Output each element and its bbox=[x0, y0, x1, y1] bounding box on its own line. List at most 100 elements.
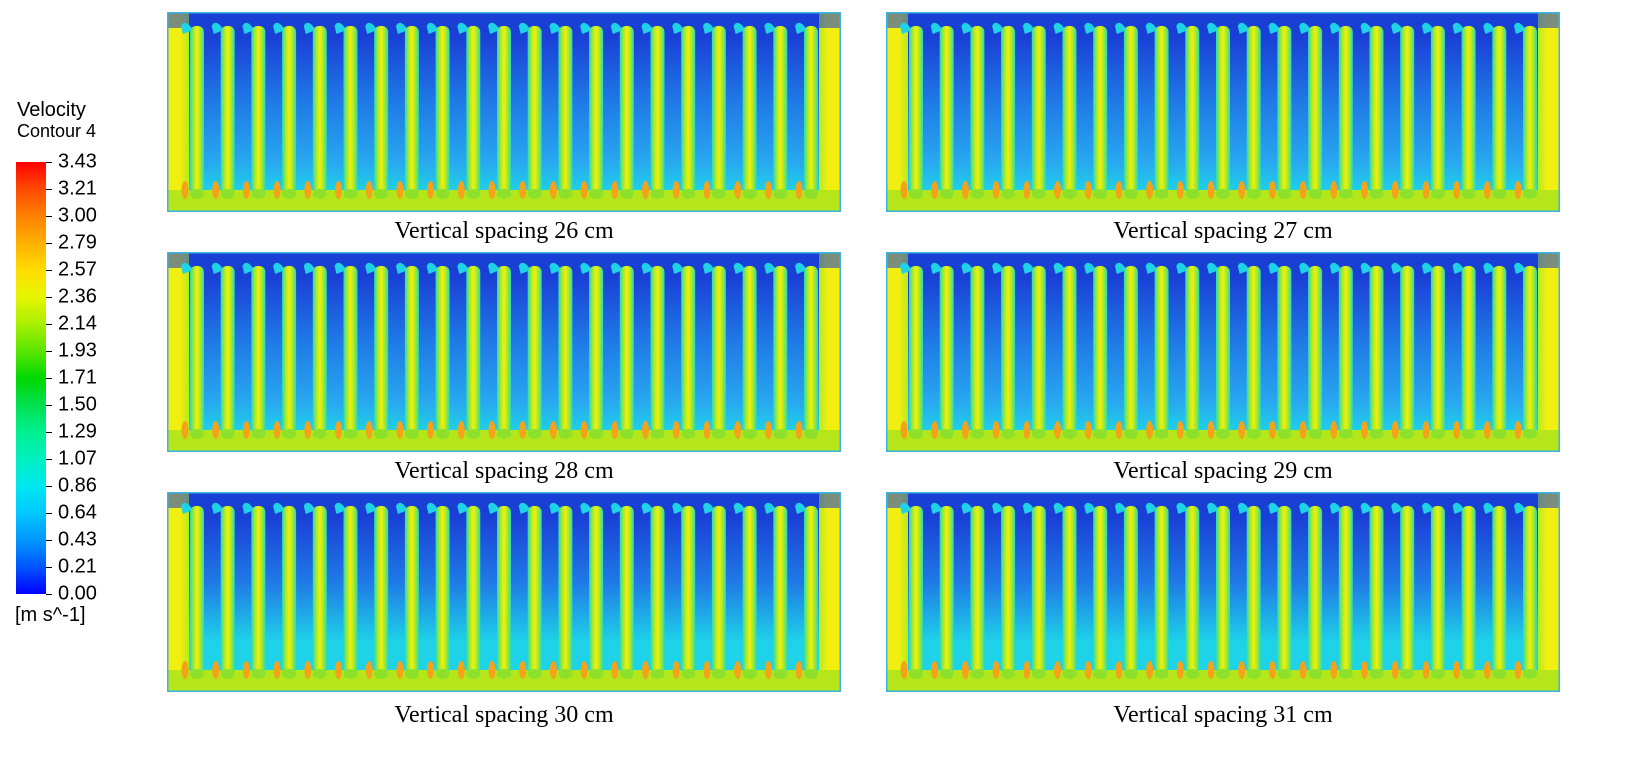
fin-jet bbox=[1338, 506, 1353, 674]
fin bbox=[1176, 262, 1200, 439]
hot-spot bbox=[1422, 661, 1430, 679]
fin-jet bbox=[1277, 506, 1292, 674]
hot-spot bbox=[1176, 181, 1184, 199]
colorbar-tick bbox=[46, 459, 52, 460]
hot-spot bbox=[703, 181, 711, 199]
fin-jet bbox=[282, 26, 297, 194]
hot-spot bbox=[1330, 421, 1338, 439]
fin-base bbox=[650, 429, 665, 439]
hot-spot bbox=[611, 661, 619, 679]
fin-jet bbox=[343, 266, 358, 434]
left-wall-jet bbox=[886, 492, 908, 672]
fin-base bbox=[681, 429, 696, 439]
hot-spot bbox=[1023, 421, 1031, 439]
fin-base bbox=[497, 429, 511, 439]
hot-spot bbox=[764, 181, 772, 199]
fin-jet bbox=[190, 506, 204, 674]
fin-base bbox=[939, 189, 954, 199]
right-wall-jet bbox=[819, 12, 841, 192]
fin-jet bbox=[1523, 506, 1537, 674]
fin bbox=[1114, 502, 1138, 679]
hot-spot bbox=[212, 421, 220, 439]
fin bbox=[930, 22, 954, 199]
hot-spot bbox=[1391, 421, 1399, 439]
fin-wake bbox=[457, 22, 470, 34]
fin-jet bbox=[190, 26, 204, 194]
fin-jet bbox=[1492, 506, 1507, 674]
hot-spot bbox=[1207, 181, 1215, 199]
fin-base bbox=[220, 669, 235, 679]
fin-base bbox=[804, 189, 818, 199]
hot-spot bbox=[304, 421, 312, 439]
fin-base bbox=[681, 189, 696, 199]
fin-base bbox=[1461, 429, 1476, 439]
fin-jet bbox=[1308, 266, 1323, 434]
fin-wake bbox=[610, 22, 623, 34]
fin-base bbox=[312, 669, 327, 679]
hot-spot bbox=[1084, 181, 1092, 199]
fin-jet bbox=[558, 266, 573, 434]
caption-29cm: Vertical spacing 29 cm bbox=[1113, 458, 1333, 484]
fin-wake bbox=[1176, 262, 1189, 274]
top-region bbox=[167, 12, 841, 28]
hot-spot bbox=[900, 421, 908, 439]
fin-jet bbox=[1369, 506, 1384, 674]
colorbar-tick bbox=[46, 540, 52, 541]
fin-jet bbox=[909, 26, 923, 194]
colorbar-tick-label: 1.93 bbox=[58, 339, 97, 362]
fin bbox=[702, 502, 726, 679]
fin-base bbox=[190, 429, 204, 439]
fin-jet bbox=[1185, 506, 1200, 674]
fin-base bbox=[804, 429, 818, 439]
fin bbox=[1237, 262, 1261, 439]
fin bbox=[1084, 502, 1108, 679]
hot-spot bbox=[1238, 661, 1246, 679]
fin-base bbox=[527, 189, 542, 199]
fin bbox=[1022, 22, 1046, 199]
fin-wake bbox=[1114, 502, 1127, 514]
fin-jet bbox=[251, 506, 266, 674]
fin-wake bbox=[1268, 502, 1281, 514]
fin-base bbox=[1216, 669, 1230, 679]
fin-jet bbox=[374, 26, 389, 194]
fin bbox=[1268, 502, 1292, 679]
fin-jet bbox=[1154, 26, 1169, 194]
fin-wake bbox=[395, 22, 408, 34]
hot-spot bbox=[427, 181, 435, 199]
fin bbox=[610, 502, 634, 679]
right-wall-jet bbox=[1538, 252, 1560, 432]
fin-jet bbox=[589, 506, 604, 674]
fin-wake bbox=[365, 502, 378, 514]
fin-jet bbox=[1369, 266, 1384, 434]
fin-jet bbox=[466, 26, 481, 194]
fin bbox=[242, 22, 266, 199]
hot-spot bbox=[396, 661, 404, 679]
fin-base bbox=[1461, 669, 1476, 679]
fin bbox=[395, 22, 419, 199]
floor-region bbox=[167, 670, 841, 692]
fin-jet bbox=[1461, 26, 1476, 194]
colorbar-tick-label: 2.79 bbox=[58, 231, 97, 254]
hot-spot bbox=[734, 421, 742, 439]
fin bbox=[580, 22, 604, 199]
fin bbox=[395, 262, 419, 439]
fin-base bbox=[1400, 189, 1415, 199]
fin-wake bbox=[1391, 262, 1404, 274]
fin-base bbox=[1308, 429, 1323, 439]
fin-base bbox=[1246, 669, 1261, 679]
fin-base bbox=[742, 669, 757, 679]
fin-wake bbox=[795, 22, 807, 34]
colorbar-tick-label: 1.50 bbox=[58, 393, 97, 416]
fin-base bbox=[404, 429, 419, 439]
colorbar-tick bbox=[46, 486, 52, 487]
hot-spot bbox=[672, 421, 680, 439]
fin-base bbox=[1216, 189, 1230, 199]
fin-wake bbox=[580, 22, 593, 34]
fin bbox=[365, 502, 389, 679]
fin-base bbox=[1400, 429, 1415, 439]
fin-base bbox=[1185, 669, 1200, 679]
fin-wake bbox=[1145, 262, 1158, 274]
fin bbox=[764, 262, 788, 439]
hot-spot bbox=[1268, 661, 1276, 679]
fin bbox=[273, 22, 297, 199]
